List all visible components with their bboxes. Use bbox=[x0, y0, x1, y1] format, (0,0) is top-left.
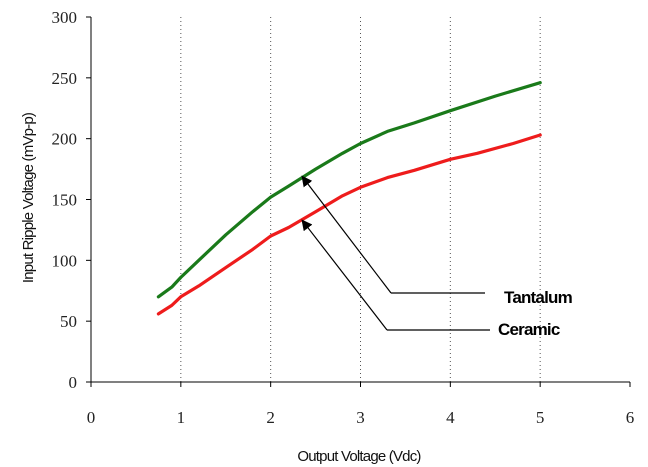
annotation-label-tantalum: Tantalum bbox=[504, 288, 573, 307]
axes bbox=[86, 16, 631, 387]
annotation-arrow-tantalum bbox=[301, 175, 392, 294]
y-tick-label-300: 300 bbox=[52, 8, 78, 27]
gridlines bbox=[180, 17, 541, 382]
y-tick-label-250: 250 bbox=[52, 69, 78, 88]
series-lines bbox=[156, 81, 542, 316]
y-tick-label-50: 50 bbox=[60, 312, 77, 331]
x-axis-title: Output Voltage (Vdc) bbox=[297, 448, 421, 465]
annotations: Tantalum Ceramic bbox=[301, 175, 573, 339]
x-tick-label-2: 2 bbox=[266, 408, 275, 427]
y-tick-label-150: 150 bbox=[52, 191, 78, 210]
x-tick-label-1: 1 bbox=[177, 408, 186, 427]
x-tick-label-6: 6 bbox=[626, 408, 635, 427]
x-tick-label-5: 5 bbox=[536, 408, 545, 427]
y-tick-label-0: 0 bbox=[69, 373, 78, 392]
x-tick-label-4: 4 bbox=[446, 408, 455, 427]
axis-labels: 0 50 100 150 200 250 300 0 1 2 3 4 5 6 bbox=[52, 8, 635, 427]
x-tick-label-0: 0 bbox=[87, 408, 96, 427]
y-tick-label-100: 100 bbox=[52, 251, 78, 270]
annotation-label-ceramic: Ceramic bbox=[498, 320, 560, 339]
y-axis-title: Input Ripple Voltage (mVp-p) bbox=[20, 112, 37, 283]
x-tick-label-3: 3 bbox=[356, 408, 365, 427]
series-line-ceramic bbox=[156, 133, 542, 316]
annotation-arrow-ceramic bbox=[301, 219, 388, 331]
y-tick-label-200: 200 bbox=[52, 130, 78, 149]
series-line-tantalum bbox=[156, 81, 542, 299]
